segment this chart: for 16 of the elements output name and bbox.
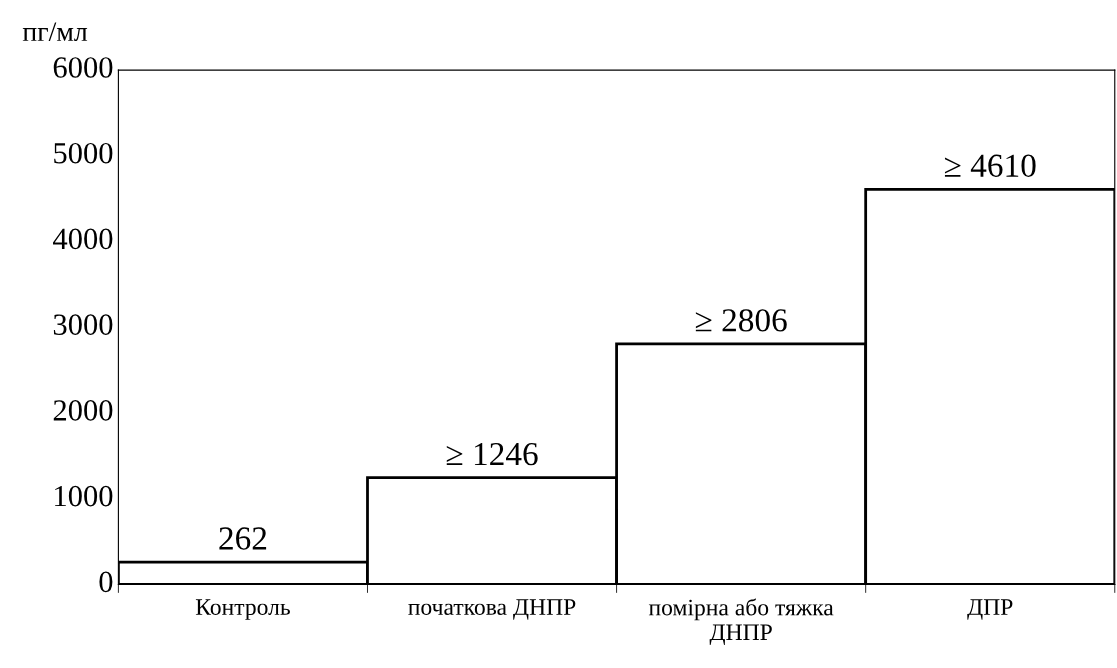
x-tick-label: початкова ДНПР bbox=[408, 599, 576, 620]
y-tick-label: 2000 bbox=[53, 400, 113, 421]
x-tick-label: Контроль bbox=[195, 599, 290, 620]
data-label: 262 bbox=[219, 527, 267, 550]
y-axis-title: пг/мл bbox=[22, 22, 88, 42]
data-label: ≥ 2806 bbox=[695, 309, 787, 332]
x-tick-label: помірна або тяжка ДНПР bbox=[648, 598, 834, 646]
y-tick-label: 4000 bbox=[53, 228, 113, 250]
y-tick-label: 6000 bbox=[53, 57, 113, 78]
y-tick-label: 1000 bbox=[55, 485, 113, 507]
y-tick-label: 0 bbox=[99, 571, 113, 593]
x-tick-label: ДПР bbox=[967, 599, 1013, 620]
y-tick-label: 3000 bbox=[53, 314, 113, 335]
y-tick-label: 5000 bbox=[54, 142, 113, 164]
data-label: ≥ 4610 bbox=[944, 154, 1036, 177]
data-label: ≥ 1246 bbox=[446, 442, 538, 466]
